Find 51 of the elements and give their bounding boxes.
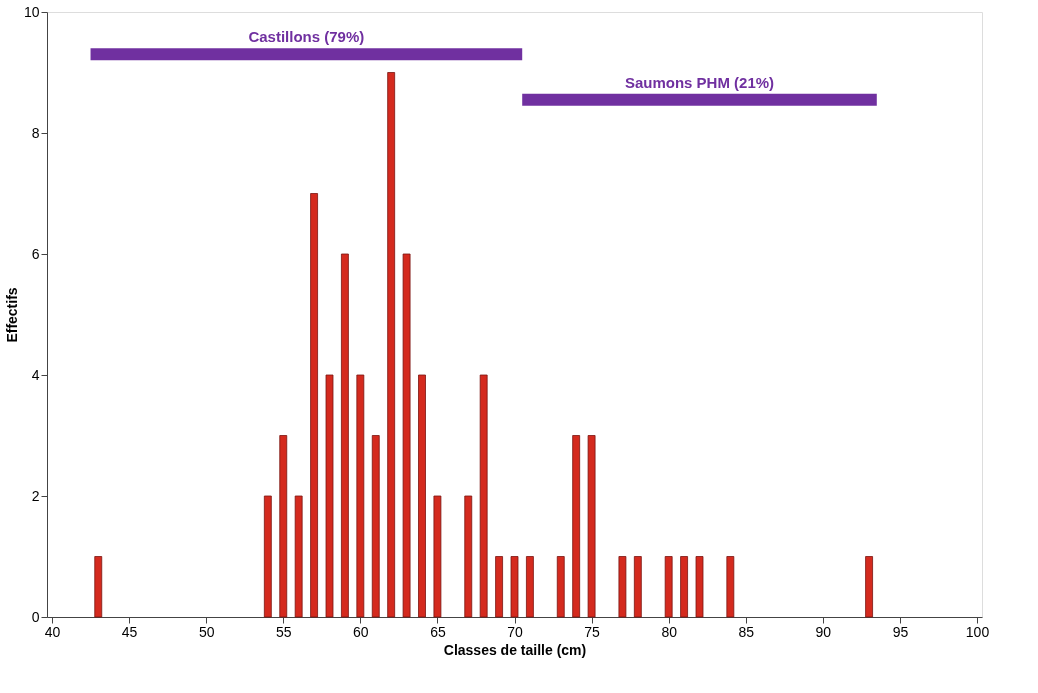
- x-tick-label: 65: [430, 623, 446, 640]
- bar: [695, 556, 704, 618]
- x-tick-label: 95: [892, 623, 909, 640]
- bar: [664, 556, 673, 618]
- x-tick-label: 100: [965, 623, 990, 640]
- bar: [371, 435, 380, 618]
- x-tick-label: 55: [275, 623, 292, 640]
- bar: [418, 374, 426, 618]
- y-tick-label: 2: [31, 487, 40, 504]
- bar: [279, 435, 288, 618]
- bar: [464, 495, 473, 618]
- bar: [263, 495, 272, 618]
- bar: [633, 556, 642, 618]
- x-tick-label: 85: [738, 623, 755, 640]
- series-label: Saumons PHM (21%): [624, 73, 775, 91]
- x-tick-label: 90: [815, 623, 832, 640]
- bar: [865, 556, 873, 618]
- y-tick-label: 8: [31, 124, 40, 141]
- bar: [572, 435, 581, 618]
- bar: [310, 193, 318, 618]
- bar: [479, 374, 488, 618]
- bar: [402, 253, 411, 618]
- bar: [433, 495, 442, 618]
- bar: [680, 556, 688, 618]
- bar: [294, 495, 303, 618]
- bar: [726, 556, 735, 618]
- x-tick-label: 45: [121, 623, 138, 640]
- x-tick-label: 50: [198, 623, 215, 640]
- bar: [341, 253, 349, 618]
- bar: [356, 374, 365, 618]
- bar: [510, 556, 519, 618]
- y-axis-title: Effectifs: [3, 287, 20, 343]
- y-tick-label: 6: [31, 245, 40, 262]
- y-tick-label: 4: [31, 366, 40, 383]
- y-tick-label: 10: [23, 3, 40, 20]
- bar: [587, 435, 596, 618]
- series-label: Castillons (79%): [248, 28, 365, 46]
- bar: [618, 556, 627, 618]
- bar: [94, 556, 103, 618]
- x-tick-label: 70: [507, 623, 523, 640]
- x-tick-label: 40: [44, 623, 61, 640]
- bar: [387, 72, 396, 618]
- y-tick-label: 0: [31, 608, 40, 625]
- x-tick-label: 75: [584, 623, 601, 640]
- bar: [556, 556, 565, 618]
- x-tick-label: 80: [661, 623, 678, 640]
- bar: [325, 374, 334, 618]
- x-tick-label: 60: [353, 623, 369, 640]
- bar: [495, 556, 503, 618]
- x-axis-title: Classes de taille (cm): [443, 641, 587, 658]
- bar: [526, 556, 534, 618]
